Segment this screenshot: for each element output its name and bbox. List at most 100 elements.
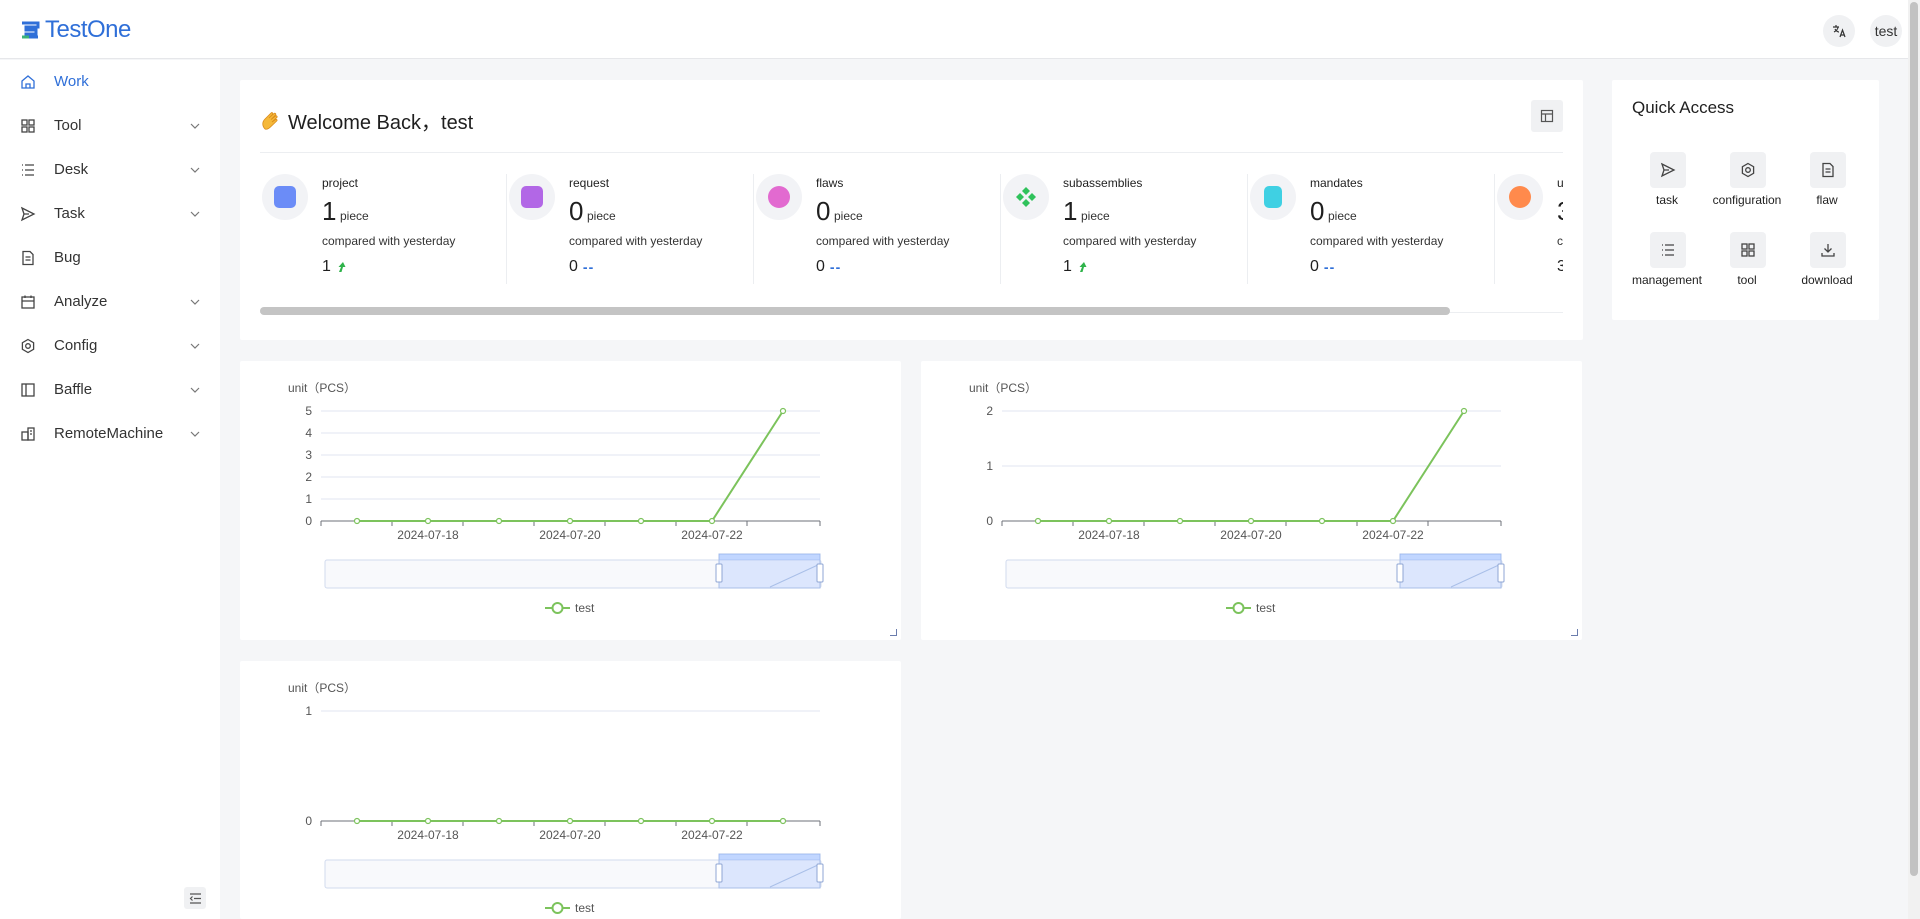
collapse-sidebar-button[interactable] bbox=[184, 887, 206, 909]
divider bbox=[260, 152, 1563, 153]
sidebar-item-work[interactable]: Work bbox=[0, 60, 220, 104]
sidebar: Work Tool Desk Task Bug Analyze Config B… bbox=[0, 60, 220, 919]
x-tick-label: 2024-07-18 bbox=[397, 828, 459, 842]
quick-access-management[interactable]: management bbox=[1622, 232, 1712, 292]
zoom-handle-left bbox=[1396, 563, 1404, 583]
stat-card-mandates[interactable]: mandates 0 piece compared with yesterday… bbox=[1248, 172, 1495, 302]
data-point bbox=[1389, 517, 1397, 525]
legend-label: test bbox=[575, 601, 595, 615]
divider bbox=[506, 174, 507, 284]
vertical-scrollbar[interactable] bbox=[1908, 0, 1920, 919]
download-icon bbox=[1821, 244, 1835, 257]
stat-card-request[interactable]: request 0 piece compared with yesterday … bbox=[507, 172, 754, 302]
y-tick-label: 2 bbox=[986, 404, 993, 418]
gear-icon bbox=[21, 338, 35, 354]
y-axis-label: unit（PCS） bbox=[288, 681, 356, 695]
sidebar-item-label: Desk bbox=[54, 161, 89, 178]
stat-unit: piece bbox=[834, 209, 863, 223]
data-point bbox=[1105, 517, 1113, 525]
language-button[interactable] bbox=[1823, 15, 1855, 47]
zoom-preview-line bbox=[1450, 563, 1502, 588]
x-tick-label: 2024-07-22 bbox=[1362, 528, 1424, 542]
stat-title: mandates bbox=[1310, 176, 1363, 190]
stat-delta: 1 bbox=[322, 258, 331, 275]
chevron-down-icon bbox=[190, 299, 200, 305]
quick-access-title: Quick Access bbox=[1632, 98, 1735, 117]
sidebar-item-task[interactable]: Task bbox=[0, 192, 220, 236]
chevron-down-icon bbox=[190, 211, 200, 217]
stat-title: subassemblies bbox=[1063, 176, 1143, 190]
sidebar-item-tool[interactable]: Tool bbox=[0, 104, 220, 148]
resize-handle-icon[interactable] bbox=[1571, 629, 1578, 636]
calendar-icon bbox=[21, 295, 35, 309]
sidebar-item-label: RemoteMachine bbox=[54, 425, 164, 442]
data-point bbox=[495, 817, 503, 825]
y-tick-label: 0 bbox=[305, 814, 312, 828]
flat-indicator: -- bbox=[582, 259, 595, 275]
stat-count: 0 bbox=[569, 196, 584, 226]
sidebar-item-bug[interactable]: Bug bbox=[0, 236, 220, 280]
data-point bbox=[353, 817, 361, 825]
data-point bbox=[637, 817, 645, 825]
x-tick-label: 2024-07-18 bbox=[397, 528, 459, 542]
data-point bbox=[779, 817, 787, 825]
stat-count: 1 bbox=[322, 196, 337, 226]
y-tick-label: 2 bbox=[305, 470, 312, 484]
quick-access-download[interactable]: download bbox=[1782, 232, 1872, 292]
sidebar-item-baffle[interactable]: Baffle bbox=[0, 368, 220, 412]
line-chart: unit（PCS） 0 1 2 3 4 5 2024-07-18 2024-07-20 2024-… bbox=[288, 381, 824, 615]
quick-access-flaw[interactable]: flaw bbox=[1782, 152, 1872, 212]
stat-card-project[interactable]: project 1 piece compared with yesterday … bbox=[260, 172, 507, 302]
quick-access-tool[interactable]: tool bbox=[1702, 232, 1792, 292]
sidebar-item-config[interactable]: Config bbox=[0, 324, 220, 368]
x-tick-label: 2024-07-18 bbox=[1078, 528, 1140, 542]
zoom-preview-line bbox=[769, 863, 821, 888]
zoom-window-bar bbox=[719, 554, 820, 560]
sidebar-item-label: Tool bbox=[54, 117, 82, 134]
x-tick-label: 2024-07-20 bbox=[539, 528, 601, 542]
scrollbar-thumb[interactable] bbox=[260, 307, 1450, 315]
stat-card-subassemblies[interactable]: subassemblies 1 piece compared with yest… bbox=[1001, 172, 1248, 302]
data-point bbox=[1176, 517, 1184, 525]
stat-count: 1 bbox=[1063, 196, 1078, 226]
horizontal-scrollbar[interactable] bbox=[260, 307, 1563, 315]
stat-card-users[interactable]: us 3 co 3 bbox=[1495, 172, 1563, 302]
app-name: TestOne bbox=[45, 16, 131, 43]
data-point bbox=[566, 517, 574, 525]
sidebar-item-desk[interactable]: Desk bbox=[0, 148, 220, 192]
subassembly-icon bbox=[1003, 174, 1049, 220]
document-icon bbox=[1822, 162, 1834, 178]
scrollbar-thumb[interactable] bbox=[1910, 2, 1918, 876]
chevron-down-icon bbox=[190, 343, 200, 349]
quick-access-card: Quick Access task configuration flaw man… bbox=[1612, 80, 1879, 320]
quick-access-label: task bbox=[1655, 193, 1678, 207]
request-icon bbox=[509, 174, 555, 220]
stat-unit: piece bbox=[587, 209, 616, 223]
app-logo[interactable]: TestOne bbox=[19, 16, 131, 44]
y-tick-label: 1 bbox=[305, 704, 312, 718]
resize-handle-icon[interactable] bbox=[890, 629, 897, 636]
stat-card-flaws[interactable]: flaws 0 piece compared with yesterday 0 … bbox=[754, 172, 1001, 302]
layout-button[interactable] bbox=[1531, 100, 1563, 132]
legend-marker bbox=[551, 602, 564, 614]
data-point bbox=[424, 517, 432, 525]
flat-indicator: -- bbox=[829, 259, 842, 275]
data-point bbox=[424, 817, 432, 825]
sidebar-item-analyze[interactable]: Analyze bbox=[0, 280, 220, 324]
stat-compare-label: compared with yesterday bbox=[816, 234, 950, 248]
welcome-title: Welcome Back，test bbox=[288, 112, 474, 134]
zoom-window bbox=[718, 553, 821, 589]
user-avatar[interactable]: test bbox=[1870, 15, 1902, 47]
sidebar-item-remotemachine[interactable]: RemoteMachine bbox=[0, 412, 220, 456]
quick-access-task[interactable]: task bbox=[1622, 152, 1712, 212]
stat-unit: piece bbox=[1328, 209, 1357, 223]
stat-count: 0 bbox=[816, 196, 831, 226]
chart-card-3: unit（PCS） 0 1 2024-07-18 2024-07-20 2024-07-2… bbox=[240, 661, 901, 919]
quick-access-configuration[interactable]: configuration bbox=[1702, 152, 1792, 212]
stat-delta: 0 bbox=[1310, 258, 1319, 275]
zoom-handle-right bbox=[816, 863, 824, 883]
user-name: test bbox=[1874, 23, 1898, 39]
document-icon bbox=[22, 250, 34, 266]
stat-compare-label: compared with yesterday bbox=[1310, 234, 1444, 248]
y-axis-label: unit（PCS） bbox=[288, 381, 356, 395]
